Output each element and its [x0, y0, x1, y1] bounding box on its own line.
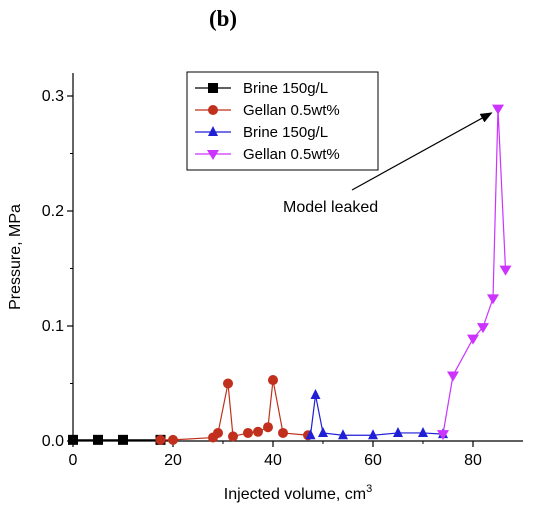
- x-tick-label: 20: [164, 452, 182, 469]
- axes-group: 0 20 40 60 80 0.0 0.1 0.2 0.3: [42, 73, 523, 469]
- data-point: [263, 422, 273, 433]
- data-point: [368, 429, 378, 440]
- legend-entry: Gellan 0.5wt%: [195, 146, 340, 163]
- data-point: [155, 434, 166, 445]
- y-tick-label: 0.0: [42, 433, 64, 450]
- data-point: [278, 427, 288, 438]
- legend-marker: [207, 150, 219, 160]
- data-point: [228, 431, 238, 442]
- legend-label: Brine 150g/L: [243, 80, 328, 97]
- y-tick-label: 0.2: [42, 203, 64, 220]
- annotation-text: Model leaked: [283, 199, 378, 216]
- annotation-arrow: [351, 112, 493, 191]
- legend-label: Gellan 0.5wt%: [243, 146, 340, 163]
- data-point: [93, 434, 103, 445]
- series-3: [305, 389, 448, 440]
- legend-marker: [208, 105, 218, 115]
- legend-marker: [208, 126, 218, 136]
- x-axis-label-superscript: 3: [366, 483, 372, 495]
- x-tick-label: 60: [364, 452, 382, 469]
- panel-label: (b): [208, 6, 238, 31]
- data-point: [492, 104, 504, 115]
- y-tick-label: 0.1: [42, 318, 64, 335]
- data-point: [487, 294, 499, 305]
- series-line: [160, 379, 309, 441]
- data-point: [418, 426, 428, 437]
- data-point: [253, 426, 263, 437]
- data-point: [499, 265, 512, 276]
- data-point: [477, 323, 489, 334]
- legend-label: Brine 150g/L: [243, 124, 328, 141]
- data-point: [223, 378, 233, 389]
- data-point: [213, 427, 223, 438]
- x-axis-label: Injected volume, cm3: [224, 483, 372, 503]
- legend-entry: Gellan 0.5wt%: [195, 102, 340, 119]
- data-point: [243, 427, 253, 438]
- series-line: [309, 394, 444, 436]
- annotation-group: Model leaked: [283, 112, 493, 216]
- plot-area: [68, 104, 512, 445]
- series-1: [68, 434, 166, 445]
- legend: Brine 150g/L Gellan 0.5wt% Brine 150g/L Gel…: [186, 71, 379, 171]
- legend-marker: [208, 83, 218, 93]
- data-point: [393, 426, 403, 437]
- legend-entry: Brine 150g/L: [195, 124, 328, 141]
- legend-label: Gellan 0.5wt%: [243, 102, 340, 119]
- data-point: [68, 434, 78, 445]
- series-2: [155, 375, 313, 445]
- x-tick-label: 0: [69, 452, 78, 469]
- data-point: [467, 334, 479, 345]
- y-tick-label: 0.3: [42, 88, 64, 105]
- data-point: [318, 426, 328, 437]
- data-point: [447, 371, 459, 382]
- series-line: [442, 108, 507, 435]
- data-point: [310, 389, 321, 399]
- y-axis-label: Pressure, MPa: [7, 204, 24, 310]
- data-point: [168, 434, 178, 445]
- series-4: [437, 104, 512, 441]
- x-tick-label: 40: [264, 452, 282, 469]
- data-point: [338, 429, 348, 440]
- x-tick-label: 80: [464, 452, 482, 469]
- data-point: [118, 434, 128, 445]
- legend-entry: Brine 150g/L: [195, 80, 328, 97]
- data-point: [305, 429, 316, 440]
- data-point: [437, 430, 449, 441]
- data-point: [268, 375, 278, 386]
